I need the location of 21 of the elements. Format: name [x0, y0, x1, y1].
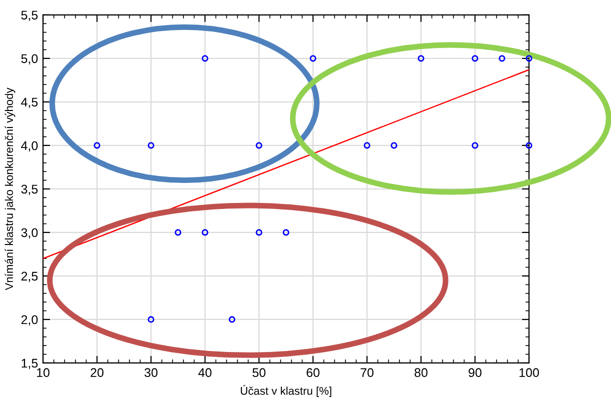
y-axis-title: Vnímání klastru jako konkurenční výhody [4, 88, 16, 290]
y-tick-label: 3,5 [21, 184, 38, 196]
y-tick-label: 1,5 [22, 358, 38, 370]
x-tick-label: 30 [144, 368, 158, 378]
x-axis-title: Účast v klastru [%] [240, 385, 332, 397]
x-tick-label: 70 [360, 368, 374, 378]
x-tick-label: 80 [414, 368, 428, 378]
x-tick-label: 40 [198, 368, 212, 378]
x-tick-label: 50 [252, 368, 266, 378]
y-tick-label: 4,0 [21, 141, 38, 152]
x-tick-label: 10 [37, 368, 50, 378]
y-tick-label: 2,5 [21, 272, 38, 282]
y-tick-label: 5,5 [21, 10, 38, 22]
y-tick-label: 4,5 [21, 98, 38, 108]
x-tick-label: 100 [520, 368, 539, 378]
x-tick-label: 60 [306, 368, 320, 378]
x-tick-label: 20 [90, 368, 104, 378]
y-tick-label: 2,0 [21, 315, 38, 326]
x-tick-label: 90 [468, 368, 482, 378]
y-tick-label: 3,0 [21, 228, 38, 239]
y-tick-label: 5,0 [21, 54, 38, 65]
